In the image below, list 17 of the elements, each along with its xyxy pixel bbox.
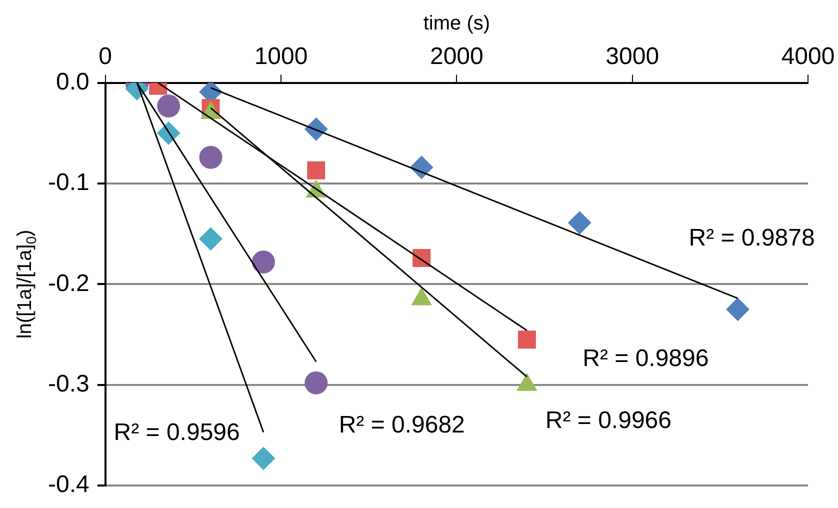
y-tick-label: -0.3: [48, 370, 90, 398]
y-axis-title: ln([1a]/[1a]0): [14, 230, 39, 339]
x-tick-label: 0: [98, 43, 112, 70]
x-tick-label: 2000: [430, 43, 484, 70]
y-tick-label: 0.0: [56, 68, 90, 96]
x-axis-title: time (s): [423, 12, 490, 35]
annotation: R² = 0.9596: [114, 418, 240, 446]
x-tick-label: 1000: [254, 43, 308, 70]
annotation: R² = 0.9896: [582, 345, 709, 372]
y-tick-label: -0.2: [48, 270, 90, 297]
annotation: R² = 0.9682: [338, 412, 465, 439]
x-tick-label: 3000: [606, 43, 660, 70]
y-tick-label: -0.1: [48, 169, 90, 196]
x-tick-label: 4000: [781, 43, 835, 70]
y-tick-label: -0.4: [48, 471, 90, 498]
annotation: R² = 0.9878: [688, 224, 815, 252]
annotation: R² = 0.9966: [545, 406, 672, 434]
